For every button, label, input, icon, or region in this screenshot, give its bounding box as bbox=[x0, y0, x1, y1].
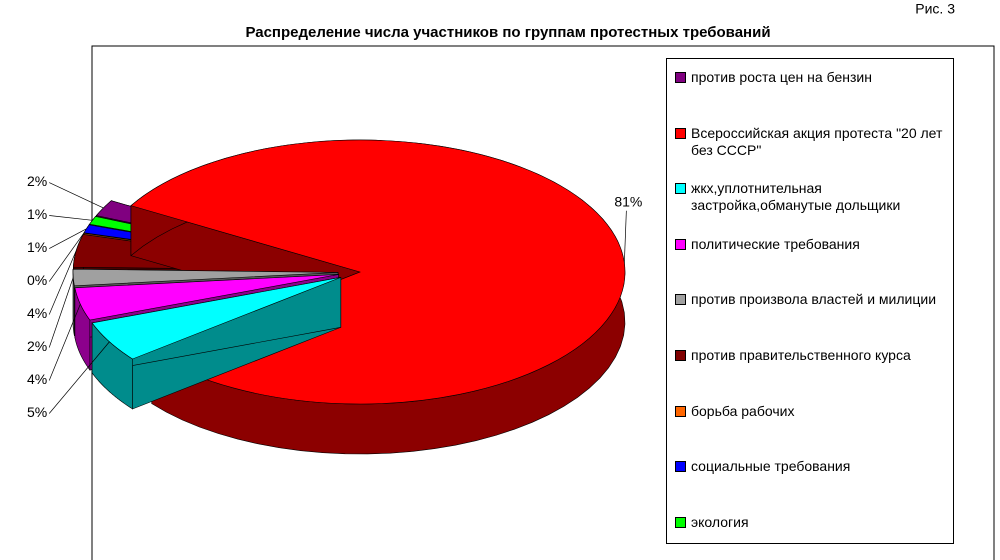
leader-line bbox=[49, 215, 93, 221]
slice-top bbox=[74, 274, 339, 321]
legend-label: экология bbox=[691, 513, 749, 530]
leader-line bbox=[48, 277, 74, 348]
leader-line bbox=[48, 341, 110, 414]
leader-line bbox=[624, 210, 627, 263]
leader-line bbox=[48, 304, 81, 381]
legend-item: экология bbox=[675, 514, 950, 531]
legend-swatch bbox=[675, 516, 686, 528]
leader-line bbox=[49, 228, 87, 249]
data-label: 81% bbox=[614, 193, 642, 209]
legend-item: против правительственного курса bbox=[675, 347, 950, 364]
chart-title: Распределение числа участников по группа… bbox=[245, 24, 770, 41]
legend-item: борьба рабочих bbox=[675, 403, 950, 420]
legend-label: против правительственного курса bbox=[691, 347, 911, 363]
legend-item: против роста цен на бензин bbox=[675, 69, 950, 86]
legend-label: социальные требования bbox=[691, 458, 851, 475]
legend-item: против произвола властей и милиции bbox=[675, 291, 950, 308]
slice-top bbox=[91, 277, 341, 360]
legend-swatch bbox=[675, 461, 686, 473]
legend-label: борьба рабочих bbox=[691, 402, 795, 419]
figure-label: Рис. 3 bbox=[915, 1, 955, 17]
leader-line bbox=[49, 182, 104, 209]
legend: против роста цен на бензин Всероссийская … bbox=[666, 58, 954, 544]
legend-swatch bbox=[675, 350, 686, 361]
legend-swatch bbox=[675, 72, 686, 83]
data-label: 0% bbox=[27, 272, 47, 288]
leader-line bbox=[48, 232, 85, 282]
data-label: 2% bbox=[27, 173, 47, 189]
legend-swatch bbox=[675, 405, 686, 417]
legend-item: политические требования bbox=[675, 236, 950, 253]
legend-item: Всероссийская акция протеста "20 лет без… bbox=[675, 125, 950, 159]
data-label: 4% bbox=[27, 305, 47, 321]
data-label: 2% bbox=[27, 338, 47, 354]
legend-item: жкх,уплотнительная застройка,обманутые д… bbox=[675, 180, 950, 214]
legend-label: Всероссийская акция протеста "20 лет без… bbox=[691, 124, 943, 158]
data-label: 4% bbox=[27, 371, 47, 387]
legend-label: жкх,уплотнительная застройка,обманутые д… bbox=[691, 180, 901, 214]
legend-swatch bbox=[675, 127, 686, 139]
legend-item: социальные требования bbox=[675, 458, 950, 475]
data-label: 5% bbox=[27, 404, 47, 420]
legend-label: против произвола властей и милиции bbox=[691, 291, 937, 308]
legend-swatch bbox=[675, 183, 686, 195]
leader-line bbox=[48, 250, 77, 315]
legend-swatch bbox=[675, 294, 686, 306]
legend-swatch bbox=[675, 238, 686, 250]
data-label: 1% bbox=[27, 206, 47, 222]
legend-label: политические требования bbox=[691, 235, 860, 252]
legend-label: против роста цен на бензин bbox=[691, 69, 872, 85]
slice bbox=[91, 276, 342, 410]
data-label: 1% bbox=[27, 239, 47, 255]
